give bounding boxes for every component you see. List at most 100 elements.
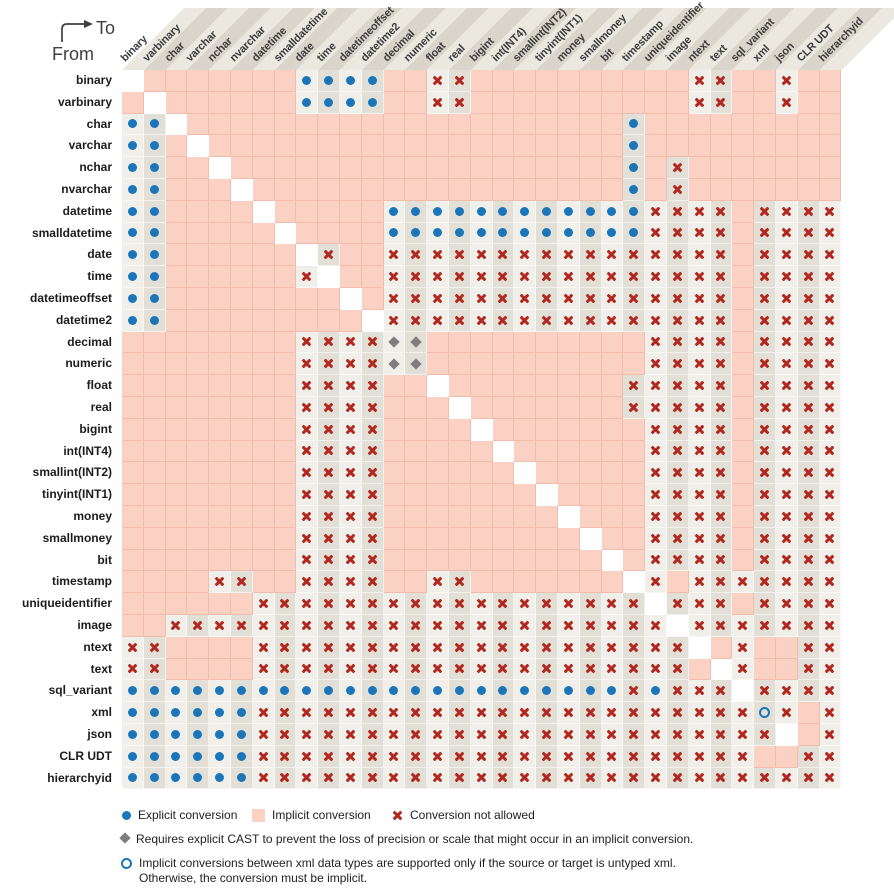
cell-time-to-image xyxy=(666,266,689,288)
cell-hierarchyid-to-uniqueidentifier xyxy=(645,767,667,790)
cell-clr-udt-to-tinyint-int1 xyxy=(536,745,558,768)
explicit-dot-icon xyxy=(476,228,486,238)
cell-bit-to-smalldatetime xyxy=(274,549,297,572)
cell-tinyint-int1-to-decimal xyxy=(383,484,406,506)
explicit-dot-icon xyxy=(563,686,573,696)
not-allowed-x-icon xyxy=(672,751,683,762)
cell-xml-to-decimal xyxy=(383,702,406,724)
cell-float-to-varbinary xyxy=(143,375,166,397)
not-allowed-x-icon xyxy=(715,620,726,631)
cell-sql-variant-to-bit xyxy=(601,680,624,703)
not-allowed-x-icon xyxy=(497,751,508,762)
not-allowed-x-icon xyxy=(781,315,792,326)
not-allowed-x-icon xyxy=(781,620,792,631)
explicit-dot-icon xyxy=(324,97,334,107)
not-allowed-x-icon xyxy=(476,751,487,762)
cell-uniqueidentifier-to-varchar xyxy=(187,593,210,615)
cell-timestamp-to-real xyxy=(448,571,471,594)
cell-smallmoney-to-nchar xyxy=(209,527,231,550)
explicit-dot-icon xyxy=(302,75,312,85)
cell-datetimeoffset-to-smallint-int2 xyxy=(514,287,537,310)
cell-bit-to-uniqueidentifier xyxy=(645,549,667,572)
cell-smallint-int2-to-bigint xyxy=(470,462,493,485)
cell-binary-to-numeric xyxy=(405,70,428,92)
cell-nvarchar-to-uniqueidentifier xyxy=(645,178,667,201)
cell-image-to-time xyxy=(318,614,340,637)
cell-datetimeoffset-to-json xyxy=(775,287,798,310)
cell-varbinary-to-date xyxy=(296,91,319,114)
not-allowed-x-icon xyxy=(432,271,443,282)
explicit-dot-icon xyxy=(127,119,137,129)
not-allowed-x-icon xyxy=(236,576,247,587)
explicit-dot-icon xyxy=(149,751,159,761)
not-allowed-x-icon xyxy=(410,598,421,609)
not-allowed-x-icon xyxy=(454,707,465,718)
cell-varchar-to-nchar xyxy=(209,135,231,158)
cell-smalldatetime-to-uniqueidentifier xyxy=(645,222,667,245)
cell-smallmoney-to-bigint xyxy=(470,527,493,550)
not-allowed-x-icon xyxy=(715,315,726,326)
not-allowed-x-icon xyxy=(476,620,487,631)
cell-float-to-time xyxy=(318,375,340,397)
cell-clr-udt-to-time xyxy=(318,745,340,768)
cell-binary-to-clr-udt xyxy=(797,70,820,92)
cell-datetime2-to-float xyxy=(427,309,449,332)
cell-json-to-datetimeoffset xyxy=(339,723,362,746)
cell-int-int4-to-text xyxy=(710,440,733,463)
not-allowed-x-icon xyxy=(694,533,705,544)
cell-smalldatetime-to-datetime xyxy=(252,222,275,245)
not-allowed-x-icon xyxy=(715,227,726,238)
explicit-dot-icon xyxy=(236,751,246,761)
cell-xml-to-time xyxy=(318,702,340,724)
cell-tinyint-int1-to-nchar xyxy=(209,484,231,506)
not-allowed-x-icon xyxy=(759,336,770,347)
cell-ntext-to-datetime xyxy=(252,636,275,659)
not-allowed-x-icon xyxy=(432,249,443,260)
not-allowed-x-icon xyxy=(279,598,290,609)
not-allowed-x-icon xyxy=(715,75,726,86)
cell-datetime2-to-bigint xyxy=(470,309,493,332)
cell-xml-to-timestamp xyxy=(623,702,646,724)
not-allowed-x-icon xyxy=(650,663,661,674)
cell-varbinary-to-datetime xyxy=(252,91,275,114)
not-allowed-x-icon xyxy=(781,489,792,500)
not-allowed-x-icon xyxy=(301,533,312,544)
explicit-dot-icon xyxy=(127,708,137,717)
not-allowed-x-icon xyxy=(650,424,661,435)
cell-int-int4-to-binary xyxy=(122,440,144,463)
cell-bit-to-date xyxy=(296,549,319,572)
explicit-dot-icon xyxy=(236,773,246,783)
cell-datetimeoffset-to-bigint xyxy=(470,287,493,310)
cell-tinyint-int1-to-char xyxy=(165,484,188,506)
cell-uniqueidentifier-to-smallmoney xyxy=(579,593,602,615)
cell-char-to-tinyint-int1 xyxy=(536,113,558,136)
cell-bit-to-image xyxy=(666,549,689,572)
cell-numeric-to-smallint-int2 xyxy=(514,353,537,376)
cell-ntext-to-money xyxy=(557,636,580,659)
not-allowed-x-icon xyxy=(410,663,421,674)
cell-numeric-to-nvarchar xyxy=(230,353,253,376)
not-allowed-x-icon xyxy=(497,707,508,718)
cell-datetime-to-uniqueidentifier xyxy=(645,200,667,223)
not-allowed-x-icon xyxy=(650,293,661,304)
not-allowed-x-icon xyxy=(694,424,705,435)
not-allowed-x-icon xyxy=(279,772,290,783)
cell-varchar-to-binary xyxy=(122,135,144,158)
not-allowed-x-icon xyxy=(650,772,661,783)
not-allowed-x-icon xyxy=(650,620,661,631)
cell-json-to-decimal xyxy=(383,723,406,746)
explicit-dot-icon xyxy=(127,729,137,739)
cell-nchar-to-clr-udt xyxy=(797,157,820,179)
cell-money-to-money xyxy=(557,505,580,528)
cell-decimal-to-int-int4 xyxy=(492,331,515,354)
cell-int-int4-to-datetimeoffset xyxy=(339,440,362,463)
cell-smallint-int2-to-varbinary xyxy=(143,462,166,485)
not-allowed-x-icon xyxy=(541,772,552,783)
not-allowed-x-icon xyxy=(279,663,290,674)
cell-char-to-varbinary xyxy=(143,113,166,136)
not-allowed-x-icon xyxy=(672,663,683,674)
cell-hierarchyid-to-text xyxy=(710,767,733,790)
not-allowed-x-icon xyxy=(715,511,726,522)
cell-numeric-to-tinyint-int1 xyxy=(536,353,558,376)
cell-float-to-int-int4 xyxy=(492,375,515,397)
